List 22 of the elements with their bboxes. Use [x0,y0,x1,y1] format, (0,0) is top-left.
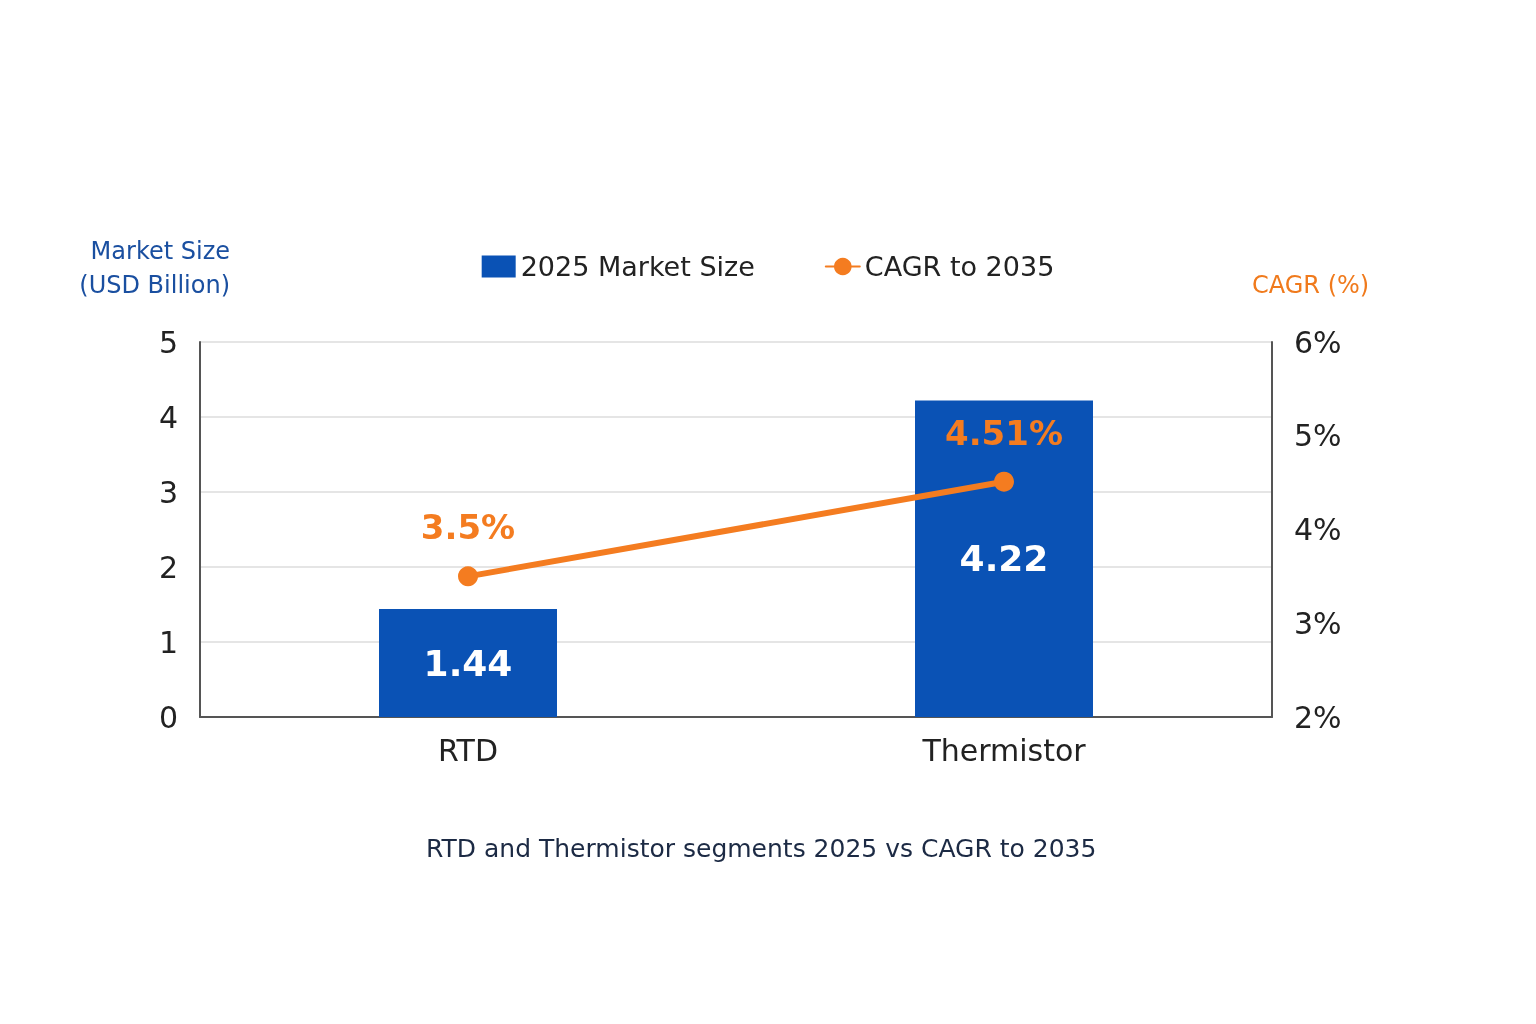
y2-tick-label: 5% [1294,418,1342,454]
data-label: 1.44 [423,642,513,684]
y2-axis-title: CAGR (%) [1252,271,1370,299]
y-axis-title: Market Size (USD Billion) [79,237,230,299]
legend-label: CAGR to 2035 [864,251,1055,282]
data-label: 4.51% [945,412,1063,453]
y-tick-label: 3 [158,474,178,510]
y2-tick-label: 2% [1294,699,1342,735]
y-tick-label: 1 [158,624,178,660]
text: RTD and Thermistor segments 2025 vs CAGR to 2035 [426,834,1097,863]
y-tick-label: 0 [158,699,178,735]
y-tick-label: 5 [158,324,178,360]
y2-tick-label: 6% [1294,324,1342,360]
data-label: 3.5% [420,507,516,548]
y-tick-label: 2 [158,549,178,585]
y2-tick-label: 4% [1294,512,1342,547]
legend-label: 2025 Market Size [520,251,755,282]
y2-tick-label: 3% [1294,605,1342,641]
x-tick-label: RTD [437,732,499,768]
x-tick-label: Thermistor [921,732,1087,768]
y-tick-label: 4 [158,399,178,435]
data-label: 4.22 [959,538,1049,580]
